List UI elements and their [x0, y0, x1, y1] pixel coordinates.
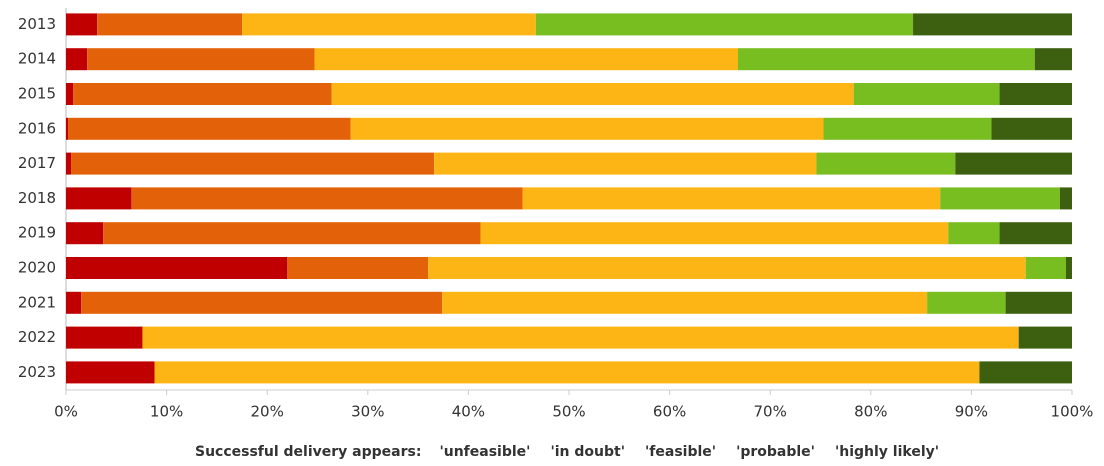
- bar-segment: [66, 326, 143, 349]
- bar-segment: [66, 187, 132, 210]
- bar-segment: [142, 326, 1019, 349]
- y-tick-label: 2019: [18, 224, 56, 242]
- bar-segment: [131, 187, 523, 210]
- bar-segment: [913, 13, 1072, 36]
- bar-segment: [522, 187, 941, 210]
- bar-segment: [823, 117, 992, 140]
- bar-segment: [955, 152, 1072, 175]
- x-tick-label: 30%: [351, 403, 384, 421]
- bar-segment: [97, 13, 243, 36]
- bar-segment: [1065, 257, 1072, 279]
- y-tick-label: 2013: [18, 15, 56, 33]
- bar-segment: [940, 187, 1060, 210]
- bar-segment: [66, 152, 72, 175]
- bar-segment: [434, 152, 817, 175]
- x-tick-label: 70%: [754, 403, 787, 421]
- bar-segment: [1034, 48, 1072, 71]
- bar-segment: [948, 222, 1000, 245]
- bar-segment: [66, 257, 288, 279]
- x-tick-label: 0%: [54, 403, 78, 421]
- bar-segment: [66, 13, 98, 36]
- y-tick-label: 2017: [18, 154, 56, 172]
- bar-segment: [68, 117, 351, 140]
- legend-entry: 'in doubt': [550, 444, 625, 460]
- bar-segment: [350, 117, 824, 140]
- bar-segment: [331, 83, 854, 105]
- bar-segment: [853, 83, 1000, 105]
- bar-segment: [103, 222, 481, 245]
- legend-entry: 'highly likely': [835, 444, 939, 460]
- bar-segment: [66, 83, 74, 105]
- bar-segment: [66, 222, 104, 245]
- bar-segment: [242, 13, 536, 36]
- bar-segment: [81, 291, 443, 314]
- y-tick-label: 2016: [18, 119, 56, 137]
- bar-segment: [535, 13, 914, 36]
- x-tick-label: 80%: [854, 403, 887, 421]
- y-tick-label: 2022: [18, 328, 56, 346]
- x-tick-label: 60%: [653, 403, 686, 421]
- bar-segment: [442, 291, 928, 314]
- bar-segment: [979, 361, 1072, 384]
- bar-segment: [66, 117, 69, 140]
- bar-segment: [1018, 326, 1072, 349]
- y-tick-label: 2020: [18, 259, 56, 277]
- legend-title: Successful delivery appears:: [195, 444, 421, 460]
- x-tick-label: 40%: [452, 403, 485, 421]
- bar-segment: [66, 361, 155, 384]
- bar-segment: [314, 48, 739, 71]
- bar-segment: [999, 222, 1072, 245]
- legend-entry: 'probable': [736, 444, 815, 460]
- bar-segment: [287, 257, 429, 279]
- bar-segment: [66, 48, 88, 71]
- bar-segment: [1059, 187, 1072, 210]
- y-tick-label: 2023: [18, 363, 56, 381]
- x-tick-label: 100%: [1051, 403, 1094, 421]
- bar-segment: [87, 48, 315, 71]
- legend-entry: 'feasible': [645, 444, 716, 460]
- y-tick-label: 2021: [18, 293, 56, 311]
- legend-entry: 'unfeasible': [439, 444, 530, 460]
- bar-segment: [73, 83, 332, 105]
- bar-segment: [154, 361, 980, 384]
- y-tick-label: 2014: [18, 50, 56, 68]
- x-tick-label: 90%: [955, 403, 988, 421]
- bar-segment: [71, 152, 435, 175]
- bar-segment: [66, 291, 82, 314]
- bar-segment: [991, 117, 1072, 140]
- bar-segment: [816, 152, 956, 175]
- bar-segment: [480, 222, 949, 245]
- bar-segment: [1005, 291, 1072, 314]
- bar-segment: [428, 257, 1026, 279]
- x-tick-label: 10%: [150, 403, 183, 421]
- bar-segment: [999, 83, 1072, 105]
- bar-segment: [1025, 257, 1066, 279]
- bar-segment: [738, 48, 1035, 71]
- y-tick-label: 2015: [18, 85, 56, 103]
- bar-segment: [927, 291, 1006, 314]
- x-tick-label: 50%: [552, 403, 585, 421]
- x-tick-label: 20%: [251, 403, 284, 421]
- y-tick-label: 2018: [18, 189, 56, 207]
